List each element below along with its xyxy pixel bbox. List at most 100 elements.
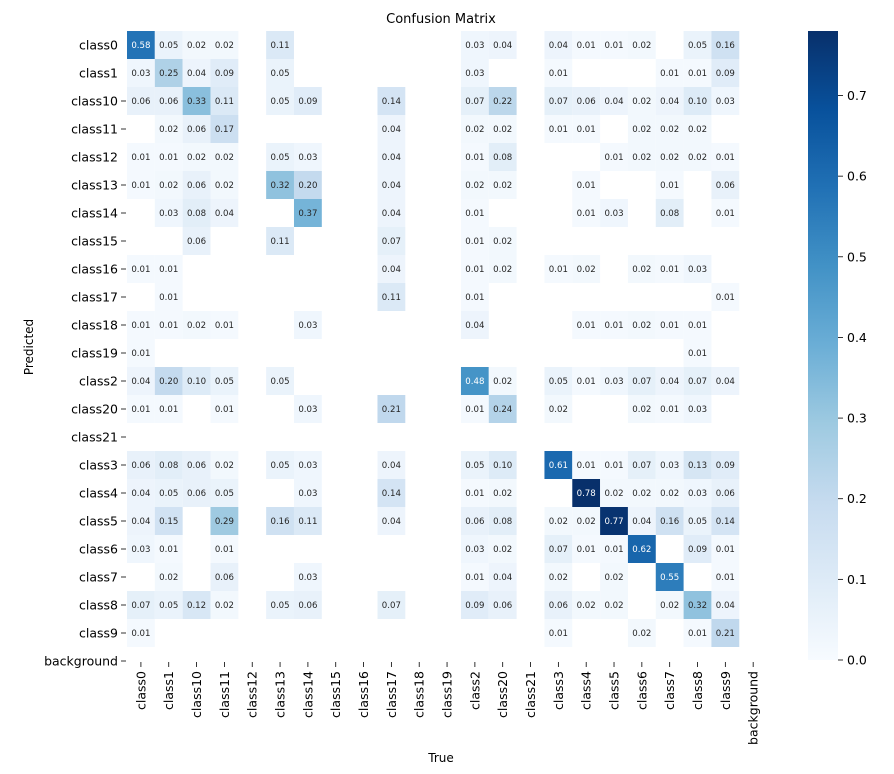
heatmap-cell	[627, 507, 656, 535]
cell-value-label: 0.04	[632, 517, 651, 527]
heatmap-cell	[182, 311, 211, 339]
x-axis-label: True	[427, 751, 454, 765]
cell-value-label: 0.03	[465, 545, 484, 555]
heatmap-cell	[377, 115, 406, 143]
cell-value-label: 0.13	[688, 461, 707, 471]
y-tick-labels: class0 class1 class10 class11 class12 class13…	[44, 38, 126, 669]
cell-value-label: 0.58	[131, 41, 150, 51]
heatmap-cell	[210, 451, 239, 479]
heatmap-cell	[683, 591, 712, 619]
heatmap-cell	[572, 171, 601, 199]
heatmap-cell	[377, 143, 406, 171]
cell-value-label: 0.01	[465, 209, 484, 219]
cell-value-label: 0.11	[382, 293, 401, 303]
cell-value-label: 0.01	[577, 321, 596, 331]
cell-value-label: 0.02	[632, 153, 651, 163]
cell-value-label: 0.05	[159, 489, 178, 499]
heatmap-cell	[544, 367, 573, 395]
heatmap-cell	[711, 199, 740, 227]
cell-value-label: 0.05	[270, 461, 289, 471]
cell-value-label: 0.21	[716, 629, 735, 639]
heatmap-cell	[154, 199, 183, 227]
heatmap-cell	[683, 451, 712, 479]
cell-value-label: 0.01	[159, 545, 178, 555]
heatmap-cell	[377, 87, 406, 115]
cell-value-label: 0.11	[215, 97, 234, 107]
cell-value-label: 0.01	[159, 293, 178, 303]
heatmap-cell	[572, 535, 601, 563]
heatmap-cell	[683, 339, 712, 367]
heatmap-cell	[210, 199, 239, 227]
cell-value-label: 0.04	[549, 41, 568, 51]
cell-value-label: 0.02	[660, 153, 679, 163]
x-tick-label: class13	[273, 671, 288, 718]
heatmap-cell	[377, 255, 406, 283]
cell-value-label: 0.04	[660, 97, 679, 107]
heatmap-cell	[683, 143, 712, 171]
heatmap-cell	[127, 591, 155, 619]
heatmap-cell	[600, 591, 628, 619]
cell-value-label: 0.02	[215, 601, 234, 611]
cell-value-label: 0.02	[660, 601, 679, 611]
heatmap-cell	[210, 87, 239, 115]
cell-value-label: 0.06	[159, 97, 178, 107]
heatmap-cell	[711, 479, 740, 507]
heatmap-cell	[683, 507, 712, 535]
heatmap-cell	[600, 87, 628, 115]
cell-value-label: 0.07	[131, 601, 150, 611]
heatmap-cell	[293, 171, 322, 199]
heatmap-cell	[544, 619, 573, 647]
cell-value-label: 0.10	[187, 377, 206, 387]
heatmap-cell	[154, 395, 183, 423]
cell-value-label: 0.02	[493, 377, 512, 387]
cell-value-label: 0.32	[270, 181, 289, 191]
heatmap-cell	[544, 115, 573, 143]
cell-value-label: 0.07	[632, 377, 651, 387]
cell-value-label: 0.09	[716, 461, 735, 471]
cell-value-label: 0.01	[604, 545, 623, 555]
cell-value-label: 0.03	[298, 321, 317, 331]
cell-value-label: 0.02	[688, 125, 707, 135]
heatmap-cell	[600, 31, 628, 59]
cell-value-label: 0.01	[688, 349, 707, 359]
cell-value-label: 0.01	[577, 125, 596, 135]
cell-value-label: 0.02	[632, 125, 651, 135]
heatmap-cell	[544, 507, 573, 535]
heatmap-cell	[210, 367, 239, 395]
cell-value-label: 0.06	[549, 601, 568, 611]
cell-value-label: 0.02	[604, 601, 623, 611]
heatmap-cell	[460, 367, 489, 395]
cell-value-label: 0.04	[493, 573, 512, 583]
cell-value-label: 0.03	[716, 97, 735, 107]
y-tick-label: class6	[79, 542, 118, 557]
heatmap-cell	[182, 591, 211, 619]
heatmap-cell	[293, 451, 322, 479]
heatmap-cell	[488, 591, 517, 619]
cell-value-label: 0.01	[465, 489, 484, 499]
cell-value-label: 0.06	[577, 97, 596, 107]
cell-value-label: 0.02	[215, 181, 234, 191]
y-tick-label: background	[44, 654, 118, 669]
chart-title: Confusion Matrix	[386, 12, 496, 27]
cell-value-label: 0.03	[298, 153, 317, 163]
cell-value-label: 0.02	[159, 181, 178, 191]
heatmap-cell	[488, 451, 517, 479]
x-tick-label: class17	[384, 671, 399, 718]
cell-value-label: 0.09	[716, 69, 735, 79]
heatmap-cell	[711, 171, 740, 199]
heatmap-cell	[488, 255, 517, 283]
heatmap-cell	[127, 255, 155, 283]
cell-value-label: 0.03	[159, 209, 178, 219]
cell-value-label: 0.04	[382, 125, 401, 135]
cell-value-label: 0.02	[187, 321, 206, 331]
cell-value-label: 0.01	[604, 321, 623, 331]
heatmap-cell	[127, 143, 155, 171]
heatmap-cell	[488, 171, 517, 199]
heatmap-cell	[377, 479, 406, 507]
heatmap-cell	[600, 563, 628, 591]
heatmap-cell	[683, 59, 712, 87]
heatmap-cell	[572, 479, 601, 507]
heatmap-cell	[377, 591, 406, 619]
heatmap-cell	[655, 395, 684, 423]
